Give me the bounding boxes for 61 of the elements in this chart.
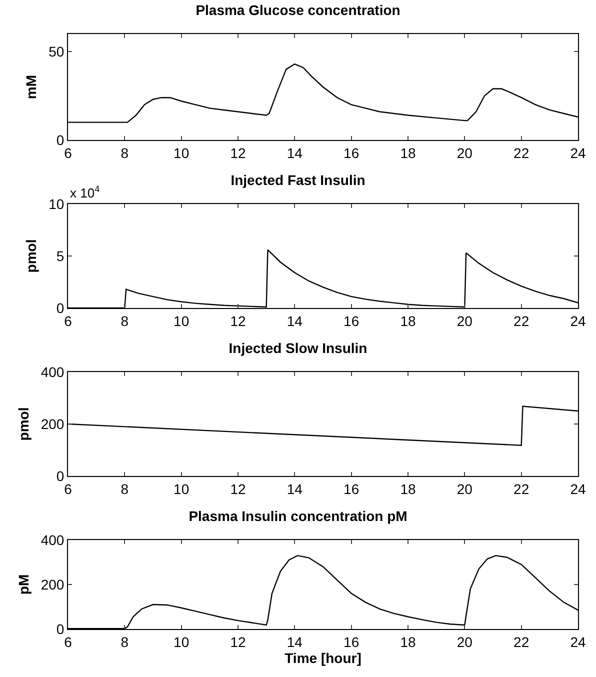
x-tick-label: 24 <box>570 480 586 497</box>
y-tick-label: 200 <box>40 416 64 432</box>
x-tick-label: 6 <box>64 634 72 650</box>
x-tick-label: 10 <box>174 312 190 329</box>
x-tick-label: 20 <box>456 480 473 497</box>
x-axis-title: Time [hour] <box>284 650 362 666</box>
x-tick-label: 16 <box>344 144 360 161</box>
text: x 10$^{4}$ <box>70 184 100 200</box>
x-tick-label: 8 <box>120 634 129 650</box>
chart-title: Plasma Glucose concentration <box>196 2 400 18</box>
x-tick-label: 12 <box>230 312 246 329</box>
x-tick-label: 8 <box>120 480 129 497</box>
x-tick-label: 12 <box>230 144 246 161</box>
y-tick-label: 50 <box>48 44 64 60</box>
y-tick-label: 10 <box>48 196 64 212</box>
x-tick-label: 20 <box>456 144 473 161</box>
x-tick-label: 16 <box>344 312 360 329</box>
x-tick-label: 10 <box>174 480 190 497</box>
x-tick-label: 24 <box>570 144 586 161</box>
x-tick-label: 14 <box>286 480 303 497</box>
y-tick-label: 0 <box>56 468 64 484</box>
x-tick-label: 8 <box>120 312 129 329</box>
y-tick-label: 200 <box>40 576 64 592</box>
y-tick-label: 0 <box>56 300 64 316</box>
chart-title: Injected Slow Insulin <box>228 340 368 356</box>
y-tick-label: 400 <box>40 532 64 548</box>
y-axis-title: pmol <box>23 239 40 273</box>
x-tick-label: 22 <box>514 144 530 161</box>
y-axis-title: pM <box>15 574 32 595</box>
chart-title: Injected Fast Insulin <box>230 172 366 188</box>
chart-title: Plasma Insulin concentration pM <box>188 508 408 524</box>
x-tick-label: 16 <box>344 480 360 497</box>
x-tick-label: 24 <box>570 634 586 650</box>
x-tick-label: 18 <box>400 144 416 161</box>
x-tick-label: 12 <box>230 634 246 650</box>
x-tick-label: 18 <box>400 634 416 650</box>
x-tick-label: 12 <box>230 480 246 497</box>
y-axis-title: mM <box>23 74 40 100</box>
x-tick-label: 22 <box>514 312 530 329</box>
y-tick-label: 400 <box>40 364 64 380</box>
x-tick-label: 6 <box>64 312 72 329</box>
x-tick-label: 14 <box>286 634 303 650</box>
x-tick-label: 8 <box>120 144 129 161</box>
x-tick-label: 14 <box>286 312 303 329</box>
x-tick-label: 6 <box>64 144 72 161</box>
x-tick-label: 22 <box>514 634 530 650</box>
x-tick-label: 24 <box>570 312 586 329</box>
x-tick-label: 18 <box>400 312 416 329</box>
x-tick-label: 20 <box>456 312 473 329</box>
x-tick-label: 14 <box>286 144 303 161</box>
x-tick-label: 22 <box>514 480 530 497</box>
x-tick-label: 10 <box>174 144 190 161</box>
y-tick-label: 5 <box>56 248 64 264</box>
x-tick-label: 16 <box>344 634 360 650</box>
y-axis-title: pmol <box>15 407 32 441</box>
y-tick-label: 0 <box>56 132 64 148</box>
x-tick-label: 6 <box>64 480 72 497</box>
x-tick-label: 10 <box>174 634 190 650</box>
x-tick-label: 20 <box>456 634 473 650</box>
x-tick-label: 18 <box>400 480 416 497</box>
y-tick-label: 0 <box>56 620 64 637</box>
